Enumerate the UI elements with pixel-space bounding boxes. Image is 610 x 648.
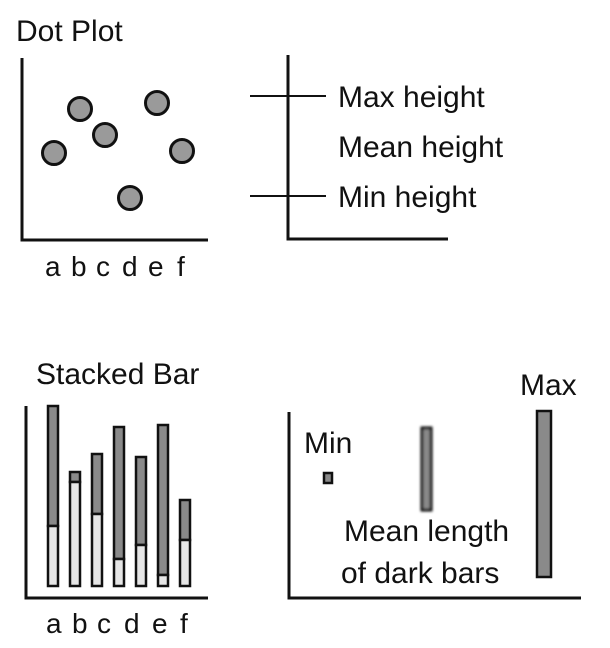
stacked-bar-panel: Stacked Bar bbox=[24, 358, 208, 639]
stacked-bar-c bbox=[90, 452, 104, 588]
tick-label-c: c bbox=[97, 608, 111, 639]
min-length-label: Min bbox=[304, 427, 352, 460]
bar-f-light bbox=[156, 573, 170, 588]
bar-e-light bbox=[134, 543, 148, 588]
bar-d-light bbox=[112, 557, 126, 588]
tick-label-b: b bbox=[71, 251, 87, 282]
bar-g-dark bbox=[178, 498, 192, 542]
mean-length-bar bbox=[420, 426, 433, 512]
mean-length-label-line2: of dark bars bbox=[341, 557, 499, 590]
dot-a bbox=[41, 140, 67, 166]
tick-label-b: b bbox=[72, 608, 88, 639]
stacked-bar-e bbox=[134, 455, 148, 588]
bar-e-dark bbox=[134, 455, 148, 547]
dot-e bbox=[144, 90, 170, 116]
bar-a-light bbox=[46, 524, 60, 588]
max-length-bar bbox=[535, 409, 553, 579]
bar-f-dark bbox=[156, 423, 170, 577]
stacked-bar-axes bbox=[24, 406, 208, 600]
bar-d-dark bbox=[112, 425, 126, 561]
stacked-bar-title: Stacked Bar bbox=[36, 358, 199, 391]
stacked-bars bbox=[46, 404, 192, 588]
bar-a-dark bbox=[46, 404, 60, 528]
stacked-bar-tick-labels: a b c d e f bbox=[46, 608, 188, 639]
bar-b-dark bbox=[68, 470, 82, 484]
dot-plot-title: Dot Plot bbox=[16, 15, 123, 48]
dot-b bbox=[67, 96, 93, 122]
mean-height-label: Mean height bbox=[338, 131, 504, 164]
dot-f bbox=[169, 138, 195, 164]
bar-length-legend-panel: Min Mean length of dark bars Max bbox=[287, 369, 581, 600]
min-height-label: Min height bbox=[338, 181, 477, 214]
bar-length-legend-axes bbox=[287, 412, 581, 600]
stacked-bar-f bbox=[156, 423, 170, 588]
max-length-label: Max bbox=[520, 369, 577, 402]
tick-label-a: a bbox=[46, 608, 62, 639]
mean-length-label-line1: Mean length bbox=[344, 515, 509, 548]
dot-plot-panel: Dot Plot a b c d e f bbox=[16, 15, 208, 282]
tick-label-d: d bbox=[122, 251, 138, 282]
dot-plot-dots bbox=[41, 90, 195, 211]
dot-plot-axes bbox=[20, 58, 208, 242]
min-length-bar bbox=[322, 471, 334, 485]
max-height-label: Max height bbox=[338, 81, 485, 114]
dot-d bbox=[117, 185, 143, 211]
tick-label-a: a bbox=[45, 251, 61, 282]
stacked-bar-g bbox=[178, 498, 192, 588]
bar-g-light bbox=[178, 538, 192, 588]
tick-label-c: c bbox=[96, 251, 110, 282]
tick-label-d: d bbox=[124, 608, 140, 639]
height-legend-axes bbox=[286, 55, 448, 241]
tick-label-e: e bbox=[152, 608, 168, 639]
dot-plot-tick-labels: a b c d e f bbox=[45, 251, 185, 282]
bar-c-light bbox=[90, 512, 104, 588]
dot-c bbox=[92, 122, 118, 148]
tick-label-f: f bbox=[180, 608, 188, 639]
stacked-bar-d bbox=[112, 425, 126, 588]
stacked-bar-a bbox=[46, 404, 60, 588]
stacked-bar-b bbox=[68, 470, 82, 588]
tick-label-f: f bbox=[177, 251, 185, 282]
bar-c-dark bbox=[90, 452, 104, 516]
tick-label-e: e bbox=[148, 251, 164, 282]
bar-b-light bbox=[68, 480, 82, 588]
height-legend-panel: Max height Mean height Min height bbox=[250, 55, 504, 241]
